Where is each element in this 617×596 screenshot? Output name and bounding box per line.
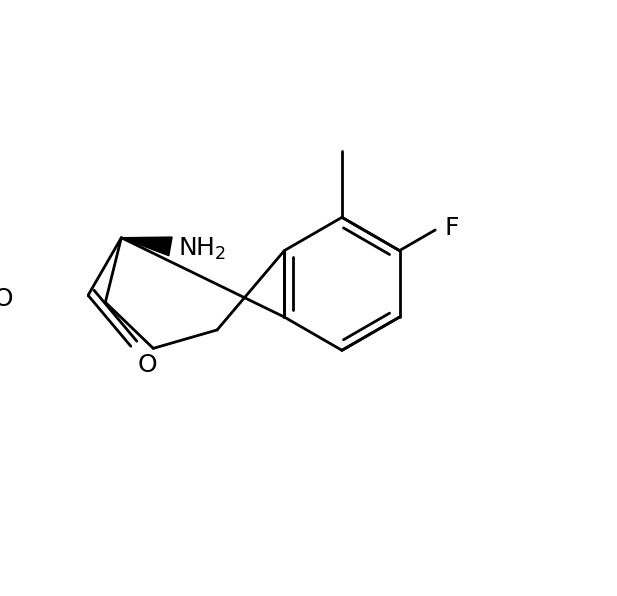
Text: HO: HO <box>0 287 14 311</box>
Text: NH$_2$: NH$_2$ <box>178 235 226 262</box>
Text: F: F <box>445 216 459 240</box>
Polygon shape <box>122 237 172 256</box>
Text: O: O <box>137 353 157 377</box>
